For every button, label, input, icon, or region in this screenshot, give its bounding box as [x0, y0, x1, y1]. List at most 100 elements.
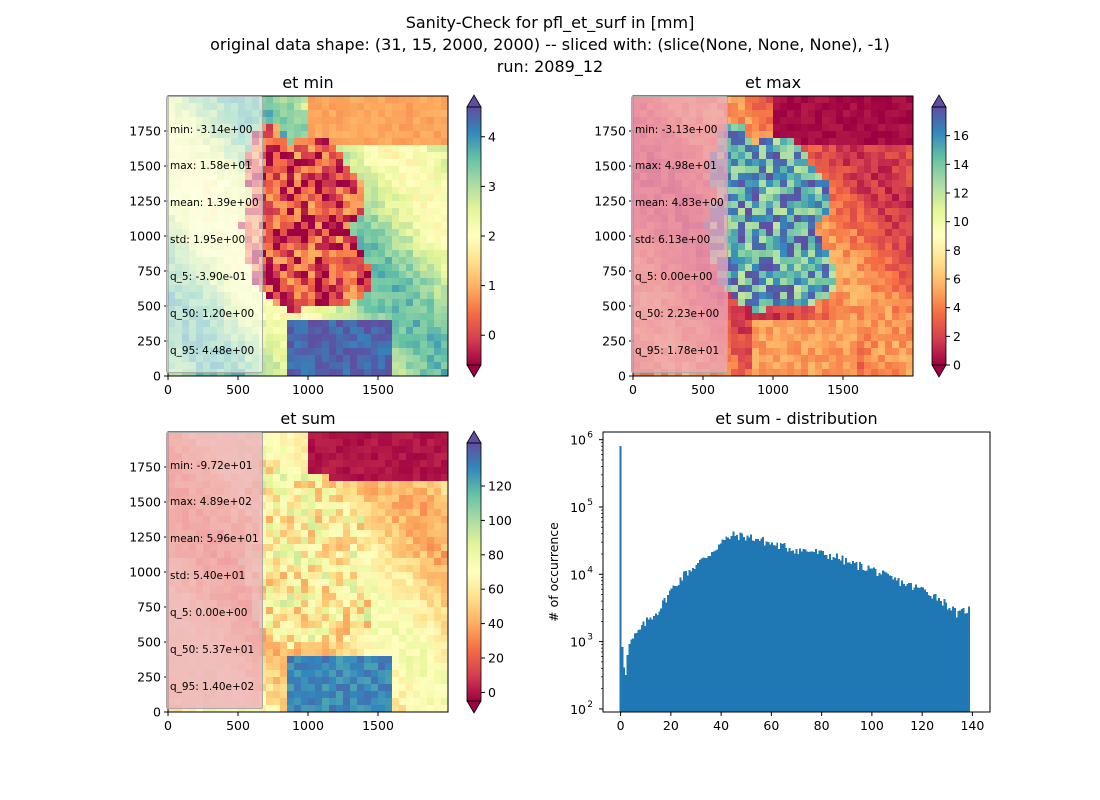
heatmap-cell: [371, 313, 379, 321]
heatmap-cell: [752, 264, 760, 272]
heatmap-cell: [280, 453, 288, 461]
heatmap-cell: [364, 138, 372, 146]
heatmap-cell: [731, 243, 739, 251]
heatmap-cell: [385, 579, 393, 587]
heatmap-cell: [808, 299, 816, 307]
heatmap-cell: [364, 460, 372, 468]
heatmap-cell: [378, 341, 386, 349]
heatmap-cell: [766, 278, 774, 286]
heatmap-cell: [899, 292, 907, 300]
heatmap-cell: [808, 96, 816, 104]
heatmap-cell: [350, 516, 358, 524]
heatmap-cell: [329, 264, 337, 272]
heatmap-cell: [815, 229, 823, 237]
heatmap-cell: [378, 320, 386, 328]
heatmap-cell: [280, 271, 288, 279]
heatmap-cell: [857, 131, 865, 139]
heatmap-cell: [420, 656, 428, 664]
heatmap-cell: [801, 271, 809, 279]
heatmap-cell: [731, 236, 739, 244]
heatmap-cell: [413, 614, 421, 622]
heatmap-cell: [343, 334, 351, 342]
heatmap-cell: [266, 516, 274, 524]
heatmap-cell: [413, 180, 421, 188]
heatmap-cell: [343, 355, 351, 363]
heatmap-cell: [392, 278, 400, 286]
heatmap-cell: [329, 607, 337, 615]
heatmap-cell: [815, 201, 823, 209]
histogram-bar: [711, 552, 714, 712]
heatmap-cell: [182, 369, 190, 377]
heatmap-cell: [808, 187, 816, 195]
heatmap-cell: [322, 642, 330, 650]
heatmap-cell: [427, 152, 435, 160]
heatmap-cell: [378, 159, 386, 167]
heatmap-cell: [773, 348, 781, 356]
heatmap-cell: [357, 432, 365, 440]
heatmap-cell: [294, 194, 302, 202]
heatmap-cell: [871, 229, 879, 237]
heatmap-cell: [441, 362, 449, 370]
heatmap-cell: [294, 257, 302, 265]
heatmap-cell: [357, 159, 365, 167]
histogram-bar: [704, 558, 707, 712]
heatmap-cell: [738, 110, 746, 118]
heatmap-cell: [280, 299, 288, 307]
heatmap-cell: [822, 285, 830, 293]
heatmap-cell: [350, 292, 358, 300]
heatmap-cell: [266, 103, 274, 111]
heatmap-cell: [766, 243, 774, 251]
heatmap-cell: [759, 131, 767, 139]
colorbar-tick-label: 8: [953, 243, 961, 258]
heatmap-cell: [280, 194, 288, 202]
heatmap-cell: [301, 474, 309, 482]
heatmap-cell: [843, 306, 851, 314]
colorbar-frame: [466, 442, 482, 702]
heatmap-cell: [287, 348, 295, 356]
heatmap-cell: [406, 481, 414, 489]
heatmap-cell: [829, 348, 837, 356]
heatmap-cell: [427, 124, 435, 132]
heatmap-cell: [392, 656, 400, 664]
heatmap-cell: [336, 516, 344, 524]
heatmap-cell: [350, 614, 358, 622]
heatmap-cell: [857, 369, 865, 377]
heatmap-cell: [899, 215, 907, 223]
heatmap-cell: [378, 299, 386, 307]
heatmap-cell: [857, 208, 865, 216]
heatmap-cell: [266, 306, 274, 314]
heatmap-cell: [259, 103, 267, 111]
heatmap-cell: [843, 250, 851, 258]
heatmap-cell: [850, 229, 858, 237]
heatmap-cell: [731, 285, 739, 293]
heatmap-cell: [885, 278, 893, 286]
heatmap-cell: [308, 474, 316, 482]
heatmap-cell: [759, 187, 767, 195]
heatmap-cell: [378, 138, 386, 146]
heatmap-cell: [350, 474, 358, 482]
heatmap-cell: [175, 369, 183, 377]
heatmap-cell: [878, 152, 886, 160]
heatmap-cell: [266, 537, 274, 545]
heatmap-cell: [745, 110, 753, 118]
heatmap-cell: [343, 684, 351, 692]
heatmap-cell: [406, 313, 414, 321]
heatmap-cell: [378, 348, 386, 356]
heatmap-cell: [857, 187, 865, 195]
heatmap-cell: [906, 229, 914, 237]
heatmap-cell: [259, 544, 267, 552]
heatmap-cell: [266, 236, 274, 244]
heatmap-cell: [427, 551, 435, 559]
heatmap-cell: [301, 544, 309, 552]
heatmap-cell: [780, 180, 788, 188]
heatmap-cell: [829, 201, 837, 209]
heatmap-cell: [378, 152, 386, 160]
heatmap-cell: [843, 215, 851, 223]
heatmap-cell: [406, 565, 414, 573]
heatmap-cell: [808, 194, 816, 202]
heatmap-cell: [399, 152, 407, 160]
heatmap-cell: [378, 579, 386, 587]
heatmap-cell: [280, 572, 288, 580]
heatmap-cell: [308, 96, 316, 104]
